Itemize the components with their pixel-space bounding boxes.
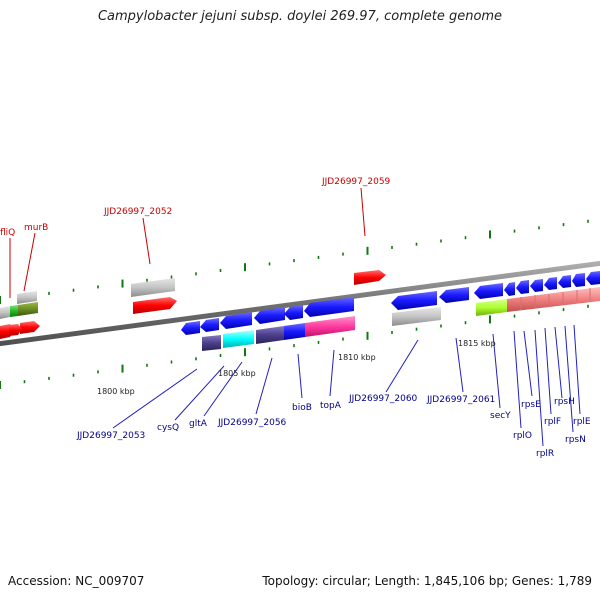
top-labels: fliQ murB JJD26997_2052 JJD26997_2059 — [0, 177, 391, 238]
label-JJD26997_2060: JJD26997_2060 — [348, 394, 418, 404]
gene-cyan[interactable] — [223, 330, 254, 348]
gene-grey-2060[interactable] — [392, 307, 441, 326]
bottom-leaders — [112, 324, 581, 447]
gene-red-left3[interactable] — [9, 324, 22, 336]
forward-strand-genes — [0, 270, 386, 319]
gene-JJD26997_2060[interactable] — [391, 291, 437, 310]
gene-lime[interactable] — [476, 299, 507, 316]
label-rpsN: rpsN — [565, 435, 586, 445]
label-gltA: gltA — [189, 419, 208, 429]
label-JJD26997_2052: JJD26997_2052 — [103, 207, 172, 217]
label-JJD26997_2059: JJD26997_2059 — [321, 177, 391, 187]
gene-JJD26997_2052-grey[interactable] — [131, 278, 175, 297]
gene-navy-1[interactable] — [202, 335, 221, 351]
top-leaders — [9, 187, 366, 298]
gene-rplF[interactable] — [544, 277, 557, 290]
gene-rpsE[interactable] — [516, 280, 529, 294]
gene-JJD26997_2059[interactable] — [354, 270, 386, 285]
gene-secY[interactable] — [474, 283, 503, 299]
label-bioB: bioB — [292, 403, 312, 413]
gene-blue-2[interactable] — [284, 323, 305, 340]
gene-gltA[interactable] — [220, 312, 252, 329]
scale-label-1800: 1800 kbp — [97, 387, 135, 396]
gene-fliQ[interactable] — [0, 306, 10, 319]
gene-rplR[interactable] — [530, 279, 543, 292]
label-cysQ: cysQ — [157, 423, 179, 433]
genome-backbone — [0, 260, 600, 347]
gene-topA[interactable] — [304, 297, 354, 317]
gene-navy-2[interactable] — [256, 326, 284, 344]
gene-JJD26997_2052[interactable] — [133, 297, 177, 314]
gene-grey-left2[interactable] — [17, 291, 37, 304]
gene-magenta[interactable] — [305, 316, 355, 337]
genome-title: Campylobacter jejuni subsp. doylei 269.9… — [97, 9, 503, 24]
bottom-labels: JJD26997_2053 cysQ gltA JJD26997_2056 bi… — [76, 394, 591, 459]
label-JJD26997_2056: JJD26997_2056 — [217, 418, 287, 428]
label-fliQ: fliQ — [0, 228, 15, 238]
label-JJD26997_2061: JJD26997_2061 — [426, 395, 495, 405]
label-rpsH: rpsH — [554, 397, 575, 407]
gene-murB[interactable] — [18, 302, 38, 316]
gene-red-left2[interactable] — [20, 321, 40, 334]
scale-labels: 1800 kbp 1805 kbp 1810 kbp 1815 kbp — [97, 339, 496, 396]
label-rplR: rplR — [536, 449, 554, 459]
reverse-strand-genes — [0, 271, 600, 351]
pink-dividers — [520, 288, 591, 310]
label-topA: topA — [320, 401, 342, 411]
label-murB: murB — [24, 223, 48, 233]
label-secY: secY — [490, 411, 511, 421]
scale-label-1805: 1805 kbp — [218, 369, 256, 378]
label-rplE: rplE — [573, 417, 591, 427]
scale-label-1815: 1815 kbp — [458, 339, 496, 348]
gene-cysQ[interactable] — [200, 318, 219, 332]
gene-rpsH[interactable] — [558, 275, 571, 288]
scale-label-1810: 1810 kbp — [338, 353, 376, 362]
gene-rplE[interactable] — [586, 271, 600, 285]
gene-small-green[interactable] — [10, 305, 18, 317]
gene-rpsN[interactable] — [572, 273, 585, 287]
gene-JJD26997_2053[interactable] — [181, 321, 200, 335]
gene-JJD26997_2056[interactable] — [254, 307, 285, 324]
label-rplF: rplF — [544, 417, 561, 427]
label-JJD26997_2053: JJD26997_2053 — [76, 431, 145, 441]
outer-tick-ring — [0, 219, 589, 304]
accession-text: Accession: NC_009707 — [8, 574, 145, 588]
gene-JJD26997_2061[interactable] — [439, 287, 469, 303]
topology-summary: Topology: circular; Length: 1,845,106 bp… — [262, 574, 592, 588]
inner-tick-ring — [0, 304, 589, 389]
gene-bioB[interactable] — [284, 305, 303, 320]
label-rpsE: rpsE — [521, 400, 541, 410]
gene-rplO[interactable] — [504, 282, 515, 296]
label-rplO: rplO — [513, 431, 532, 441]
